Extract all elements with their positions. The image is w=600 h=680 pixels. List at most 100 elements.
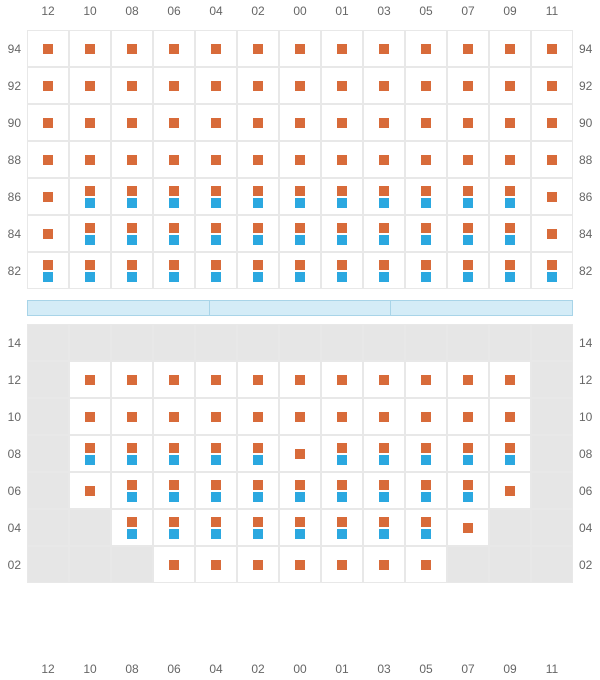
seat-orange[interactable] bbox=[211, 560, 221, 570]
seat-blue[interactable] bbox=[337, 198, 347, 208]
seat-orange[interactable] bbox=[85, 186, 95, 196]
seat-orange[interactable] bbox=[421, 260, 431, 270]
seat-blue[interactable] bbox=[169, 529, 179, 539]
seat-orange[interactable] bbox=[547, 192, 557, 202]
seat-orange[interactable] bbox=[211, 443, 221, 453]
seat-orange[interactable] bbox=[169, 118, 179, 128]
seat-orange[interactable] bbox=[505, 186, 515, 196]
seat-orange[interactable] bbox=[127, 260, 137, 270]
seat-orange[interactable] bbox=[337, 412, 347, 422]
seat-orange[interactable] bbox=[463, 412, 473, 422]
seat-orange[interactable] bbox=[253, 260, 263, 270]
seat-orange[interactable] bbox=[169, 560, 179, 570]
seat-blue[interactable] bbox=[463, 455, 473, 465]
seat-orange[interactable] bbox=[505, 486, 515, 496]
seat-orange[interactable] bbox=[295, 480, 305, 490]
seat-orange[interactable] bbox=[337, 44, 347, 54]
seat-orange[interactable] bbox=[463, 223, 473, 233]
seat-orange[interactable] bbox=[253, 81, 263, 91]
seat-blue[interactable] bbox=[169, 235, 179, 245]
seat-blue[interactable] bbox=[253, 235, 263, 245]
seat-orange[interactable] bbox=[253, 44, 263, 54]
seat-blue[interactable] bbox=[421, 455, 431, 465]
seat-orange[interactable] bbox=[127, 223, 137, 233]
seat-blue[interactable] bbox=[505, 198, 515, 208]
seat-orange[interactable] bbox=[85, 118, 95, 128]
seat-orange[interactable] bbox=[169, 155, 179, 165]
seat-blue[interactable] bbox=[169, 492, 179, 502]
seat-orange[interactable] bbox=[127, 480, 137, 490]
seat-orange[interactable] bbox=[127, 186, 137, 196]
seat-orange[interactable] bbox=[505, 375, 515, 385]
seat-orange[interactable] bbox=[421, 44, 431, 54]
seat-blue[interactable] bbox=[337, 235, 347, 245]
seat-orange[interactable] bbox=[169, 443, 179, 453]
seat-blue[interactable] bbox=[85, 455, 95, 465]
seat-blue[interactable] bbox=[127, 235, 137, 245]
seat-orange[interactable] bbox=[547, 229, 557, 239]
seat-orange[interactable] bbox=[379, 480, 389, 490]
seat-orange[interactable] bbox=[337, 186, 347, 196]
seat-orange[interactable] bbox=[85, 486, 95, 496]
seat-blue[interactable] bbox=[211, 272, 221, 282]
seat-orange[interactable] bbox=[295, 260, 305, 270]
seat-orange[interactable] bbox=[337, 223, 347, 233]
seat-orange[interactable] bbox=[379, 81, 389, 91]
seat-orange[interactable] bbox=[253, 186, 263, 196]
seat-blue[interactable] bbox=[547, 272, 557, 282]
seat-orange[interactable] bbox=[421, 412, 431, 422]
seat-orange[interactable] bbox=[337, 480, 347, 490]
seat-blue[interactable] bbox=[169, 455, 179, 465]
seat-orange[interactable] bbox=[211, 186, 221, 196]
seat-orange[interactable] bbox=[421, 186, 431, 196]
seat-blue[interactable] bbox=[505, 272, 515, 282]
seat-orange[interactable] bbox=[463, 443, 473, 453]
seat-orange[interactable] bbox=[505, 223, 515, 233]
seat-orange[interactable] bbox=[169, 375, 179, 385]
seat-orange[interactable] bbox=[211, 155, 221, 165]
seat-orange[interactable] bbox=[295, 560, 305, 570]
seat-orange[interactable] bbox=[127, 155, 137, 165]
seat-orange[interactable] bbox=[169, 186, 179, 196]
seat-orange[interactable] bbox=[337, 118, 347, 128]
seat-orange[interactable] bbox=[127, 412, 137, 422]
seat-blue[interactable] bbox=[85, 198, 95, 208]
seat-orange[interactable] bbox=[379, 412, 389, 422]
seat-orange[interactable] bbox=[505, 412, 515, 422]
seat-orange[interactable] bbox=[295, 375, 305, 385]
seat-blue[interactable] bbox=[337, 529, 347, 539]
seat-blue[interactable] bbox=[379, 529, 389, 539]
seat-orange[interactable] bbox=[169, 223, 179, 233]
seat-blue[interactable] bbox=[127, 198, 137, 208]
seat-blue[interactable] bbox=[127, 455, 137, 465]
seat-orange[interactable] bbox=[547, 81, 557, 91]
seat-orange[interactable] bbox=[295, 118, 305, 128]
seat-orange[interactable] bbox=[421, 223, 431, 233]
seat-orange[interactable] bbox=[505, 81, 515, 91]
seat-blue[interactable] bbox=[421, 198, 431, 208]
seat-orange[interactable] bbox=[379, 517, 389, 527]
seat-orange[interactable] bbox=[463, 44, 473, 54]
seat-orange[interactable] bbox=[253, 517, 263, 527]
seat-orange[interactable] bbox=[43, 260, 53, 270]
seat-blue[interactable] bbox=[85, 235, 95, 245]
seat-orange[interactable] bbox=[379, 118, 389, 128]
seat-orange[interactable] bbox=[379, 560, 389, 570]
seat-orange[interactable] bbox=[505, 260, 515, 270]
seat-blue[interactable] bbox=[85, 272, 95, 282]
seat-orange[interactable] bbox=[421, 118, 431, 128]
seat-blue[interactable] bbox=[421, 272, 431, 282]
seat-blue[interactable] bbox=[379, 235, 389, 245]
seat-orange[interactable] bbox=[43, 118, 53, 128]
seat-blue[interactable] bbox=[253, 492, 263, 502]
seat-orange[interactable] bbox=[421, 480, 431, 490]
seat-blue[interactable] bbox=[463, 272, 473, 282]
seat-orange[interactable] bbox=[211, 118, 221, 128]
seat-orange[interactable] bbox=[85, 412, 95, 422]
seat-orange[interactable] bbox=[85, 260, 95, 270]
seat-orange[interactable] bbox=[421, 155, 431, 165]
seat-orange[interactable] bbox=[463, 155, 473, 165]
seat-orange[interactable] bbox=[127, 375, 137, 385]
seat-orange[interactable] bbox=[43, 44, 53, 54]
seat-blue[interactable] bbox=[211, 235, 221, 245]
